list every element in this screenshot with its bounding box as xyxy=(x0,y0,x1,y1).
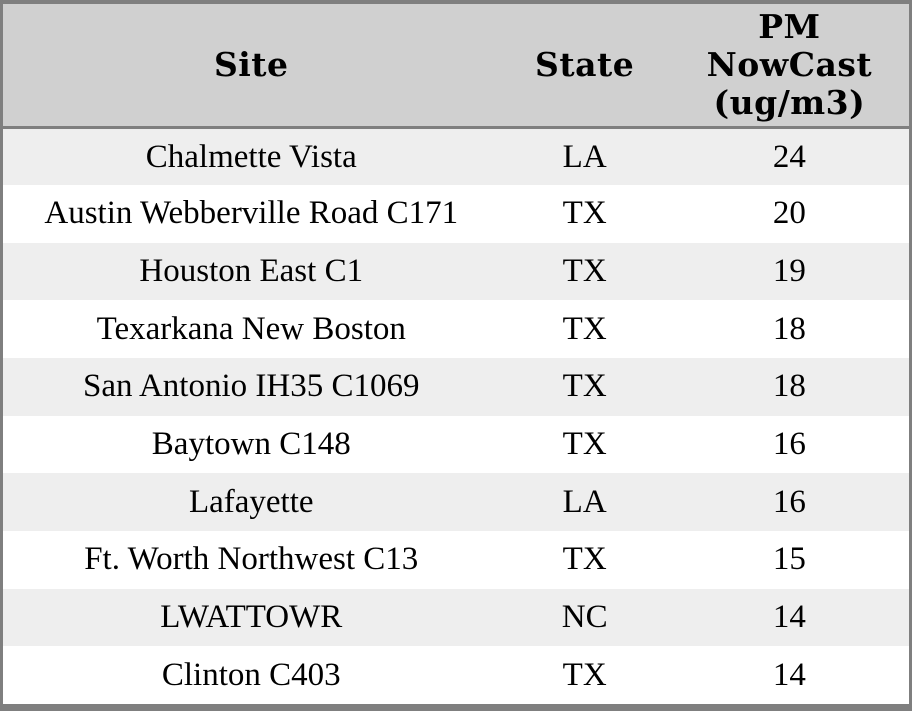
state-cell: TX xyxy=(562,195,607,232)
state-cell: TX xyxy=(562,541,607,578)
table-row: Ft. Worth Northwest C13 TX 15 xyxy=(3,530,909,589)
pm-value-cell: 20 xyxy=(772,195,806,232)
table-row: Chalmette Vista LA 24 xyxy=(3,127,909,186)
site-cell: Houston East C1 xyxy=(139,253,364,290)
table-row: Lafayette LA 16 xyxy=(3,473,909,531)
table-row: San Antonio IH35 C1069 TX 18 xyxy=(3,358,909,416)
state-cell: TX xyxy=(562,656,607,693)
site-cell: LWATTOWR xyxy=(160,598,343,635)
state-cell: TX xyxy=(562,253,607,290)
site-cell: Clinton C403 xyxy=(161,656,341,693)
state-cell: TX xyxy=(562,426,607,463)
pm-value-cell: 16 xyxy=(772,426,806,463)
table-row: Texarkana New Boston TX 18 xyxy=(3,300,909,359)
site-cell: Ft. Worth Northwest C13 xyxy=(84,541,419,578)
table-body: Chalmette Vista LA 24 Austin Webberville… xyxy=(3,127,909,704)
pm-value-cell: 16 xyxy=(772,483,806,520)
pm-value-cell: 18 xyxy=(772,368,806,405)
table-row: LWATTOWR NC 14 xyxy=(3,588,909,647)
state-cell: LA xyxy=(562,138,607,175)
table-row: Clinton C403 TX 14 xyxy=(3,646,909,704)
pm-header-line-3: (ug/m3) xyxy=(713,83,866,122)
state-cell: TX xyxy=(562,310,607,347)
site-cell: San Antonio IH35 C1069 xyxy=(83,368,420,405)
site-cell: Lafayette xyxy=(188,483,314,520)
table-row: Houston East C1 TX 19 xyxy=(3,242,909,301)
site-cell: Chalmette Vista xyxy=(145,138,357,175)
pm-header-line-2: NowCast xyxy=(706,45,873,84)
column-header-state: State xyxy=(499,4,670,129)
site-cell: Baytown C148 xyxy=(151,426,351,463)
pm-header-line-1: PM xyxy=(758,7,821,46)
state-cell: NC xyxy=(561,598,608,635)
pm-value-cell: 14 xyxy=(772,598,806,635)
pm-nowcast-table: Site State PM NowCast (ug/m3) Chalmette … xyxy=(3,4,909,704)
column-header-pm-nowcast: PM NowCast (ug/m3) xyxy=(669,4,909,129)
state-cell: TX xyxy=(562,368,607,405)
site-cell: Texarkana New Boston xyxy=(96,310,406,347)
column-header-site: Site xyxy=(3,4,500,129)
site-cell: Austin Webberville Road C171 xyxy=(44,195,459,232)
pm-value-cell: 24 xyxy=(772,138,806,175)
pm-value-cell: 19 xyxy=(772,253,806,290)
pm-value-cell: 18 xyxy=(772,310,806,347)
state-cell: LA xyxy=(562,483,607,520)
table-row: Austin Webberville Road C171 TX 20 xyxy=(3,185,909,243)
table-row: Baytown C148 TX 16 xyxy=(3,415,909,474)
header-row: Site State PM NowCast (ug/m3) xyxy=(3,4,909,129)
pm-value-cell: 15 xyxy=(772,541,806,578)
table-header: Site State PM NowCast (ug/m3) xyxy=(3,4,909,129)
pm-value-cell: 14 xyxy=(772,656,806,693)
